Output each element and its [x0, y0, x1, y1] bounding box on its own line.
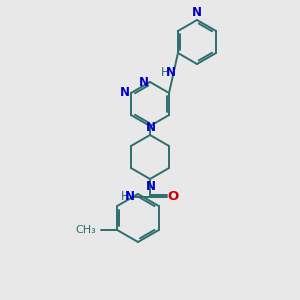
Text: N: N — [192, 6, 202, 19]
Text: N: N — [139, 76, 149, 88]
Text: O: O — [167, 190, 178, 203]
Text: H: H — [161, 65, 170, 79]
Text: N: N — [146, 121, 156, 134]
Text: N: N — [166, 65, 176, 79]
Text: N: N — [146, 180, 156, 193]
Text: N: N — [120, 86, 130, 100]
Text: CH₃: CH₃ — [76, 225, 96, 235]
Text: N: N — [125, 190, 135, 203]
Text: H: H — [121, 190, 129, 203]
